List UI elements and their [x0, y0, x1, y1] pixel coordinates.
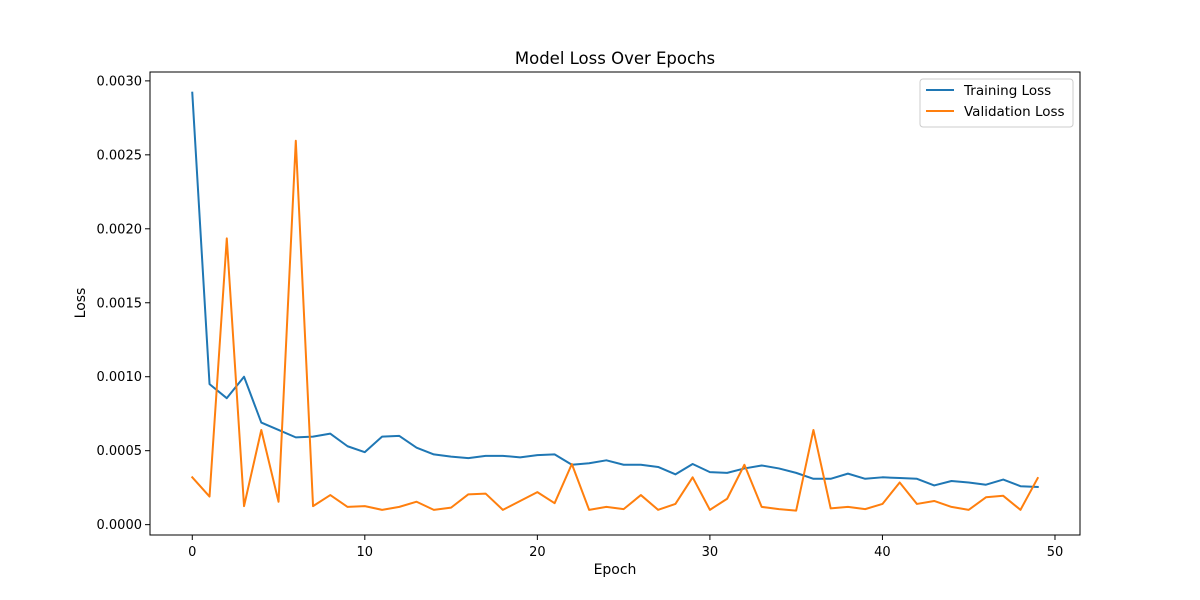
chart-title: Model Loss Over Epochs — [515, 49, 715, 68]
y-tick-label: 0.0020 — [97, 222, 143, 237]
y-axis-title: Loss — [73, 288, 89, 319]
x-tick-label: 50 — [1047, 545, 1064, 560]
y-tick-label: 0.0000 — [97, 518, 143, 533]
legend-box — [919, 78, 1074, 128]
x-axis-title: Epoch — [594, 562, 637, 578]
x-tick-label: 0 — [188, 545, 196, 560]
y-tick-label: 0.0025 — [97, 148, 143, 163]
y-tick-label: 0.0015 — [97, 296, 143, 311]
y-tick-label: 0.0030 — [97, 74, 143, 89]
y-tick-label: 0.0005 — [97, 444, 143, 459]
series-line-training-loss — [191, 91, 1039, 488]
legend-label-validation-loss: Validation Loss — [964, 104, 1065, 120]
y-axis: 0.0000 0.0005 0.0010 0.0015 0.0020 0.0025 0.00… — [97, 74, 150, 533]
x-tick-label: 30 — [702, 545, 719, 560]
x-axis: 0 10 20 30 40 50 — [188, 535, 1063, 560]
x-tick-label: 40 — [874, 545, 891, 560]
legend: Training Loss Validation Loss — [919, 78, 1074, 128]
series-line-validation-loss — [190, 139, 1040, 512]
legend-label-training-loss: Training Loss — [963, 83, 1051, 99]
y-tick-label: 0.0010 — [97, 370, 143, 385]
plot-area-frame — [149, 71, 1081, 536]
x-tick-label: 20 — [529, 545, 546, 560]
x-tick-label: 10 — [357, 545, 374, 560]
